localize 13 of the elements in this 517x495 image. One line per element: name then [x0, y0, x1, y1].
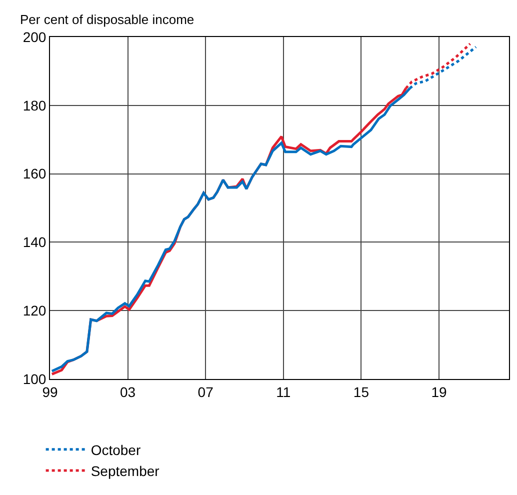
- x-tick-label: 07: [198, 384, 214, 400]
- y-axis-title: Per cent of disposable income: [20, 12, 194, 27]
- x-tick-label: 11: [276, 384, 291, 400]
- y-tick-label: 200: [22, 28, 46, 45]
- y-tick-label: 180: [22, 97, 46, 114]
- legend-label: September: [90, 462, 160, 479]
- x-tick-label: 03: [120, 384, 136, 400]
- y-tick-label: 140: [22, 234, 46, 250]
- y-tick-label: 120: [22, 302, 46, 318]
- x-tick-label: 15: [353, 384, 370, 400]
- legend-label: October: [90, 442, 141, 458]
- x-tick-label: 19: [431, 384, 447, 400]
- y-tick-label: 160: [22, 166, 46, 182]
